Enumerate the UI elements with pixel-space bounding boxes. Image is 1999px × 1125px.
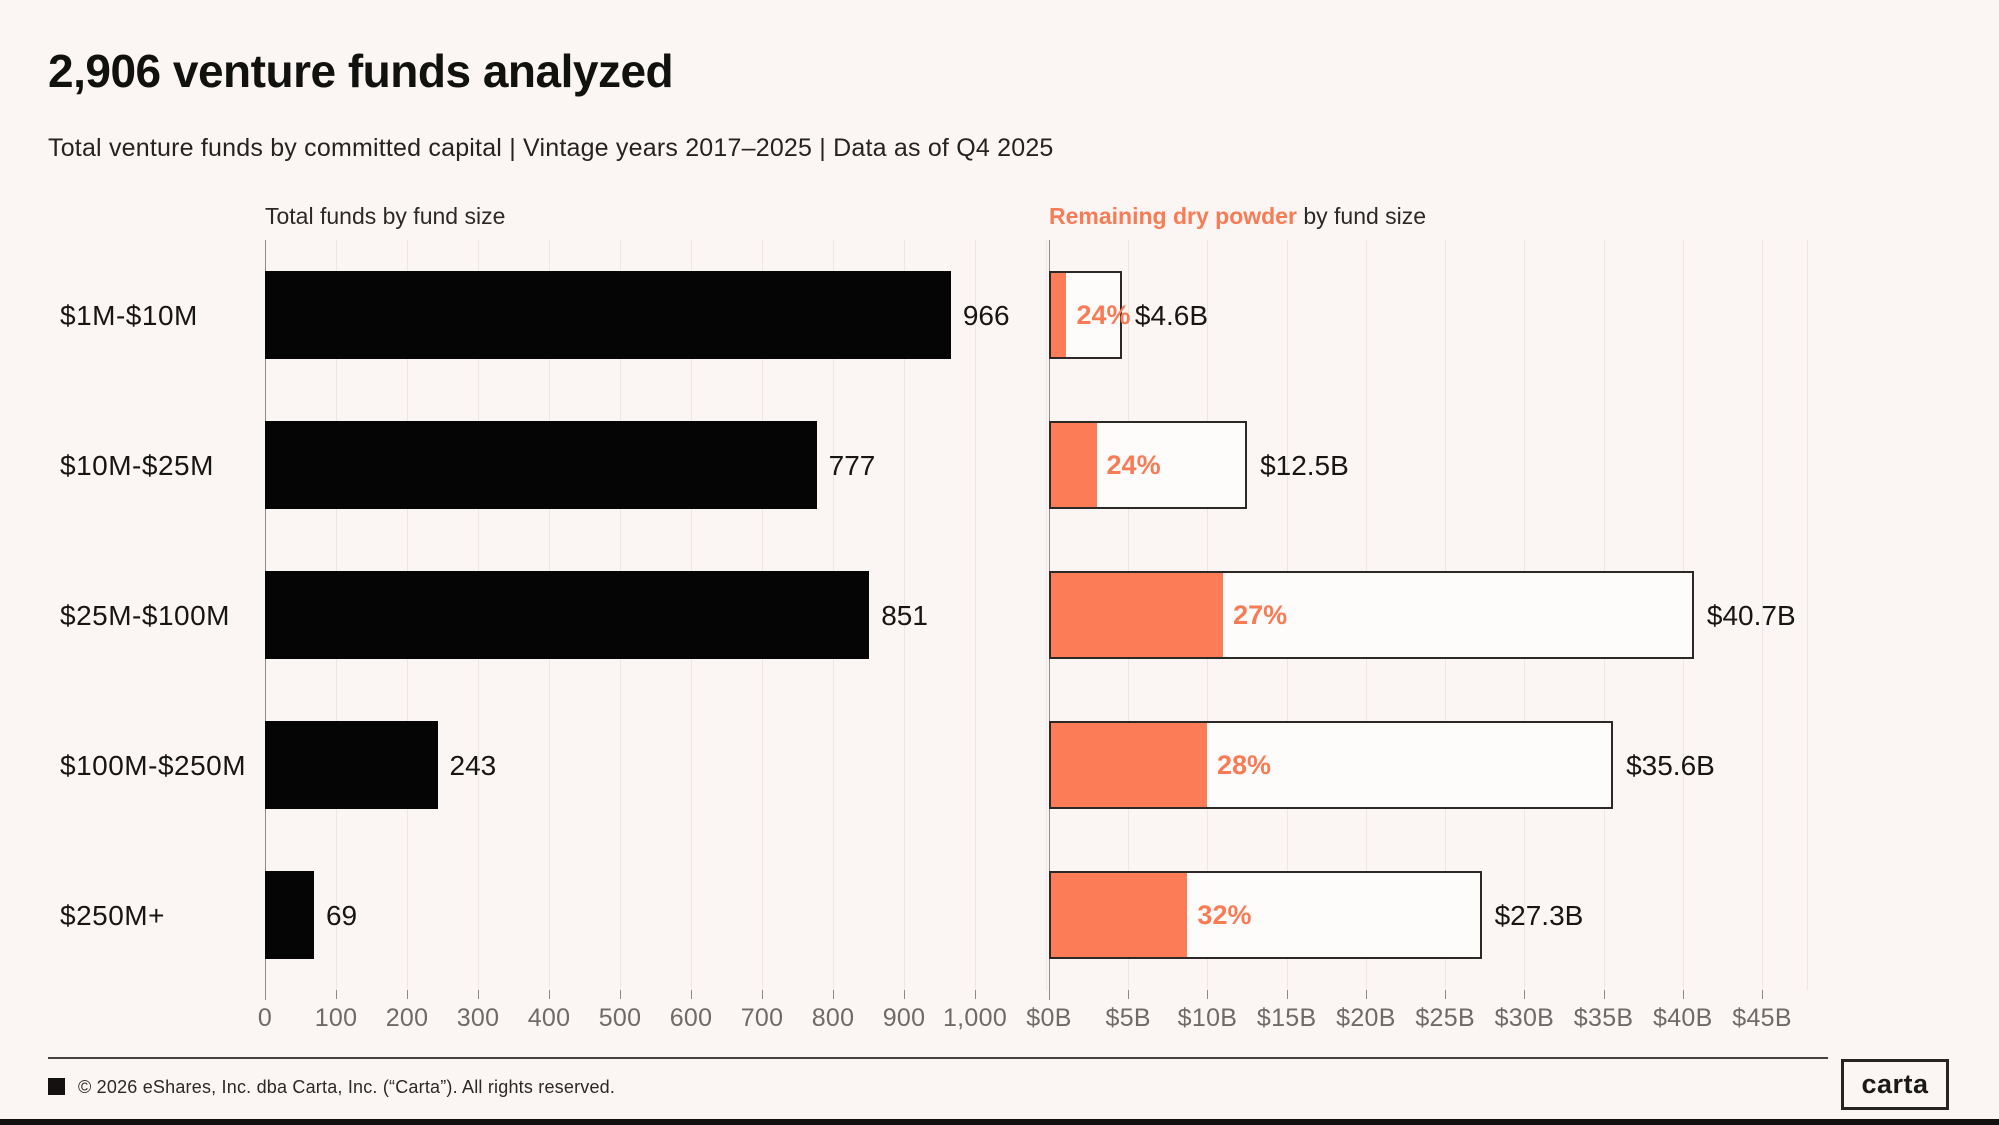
bar-value-label: 243: [449, 750, 497, 781]
page-title: 2,906 venture funds analyzed: [48, 45, 674, 97]
dry-powder-bar: [1049, 571, 1694, 659]
x-axis-tick: [336, 990, 337, 999]
left-chart: 0 100 200 300 400 500 600 700 800 900 1,000 966 777 8…: [258, 240, 1047, 1032]
category-label: $1M-$10M: [60, 300, 198, 331]
dry-powder-value-label: $27.3B: [1494, 900, 1584, 931]
x-axis-tick-label: 0: [257, 1004, 273, 1032]
footer-divider: [48, 1057, 1828, 1059]
dry-powder-pct-label: 24%: [1106, 450, 1161, 480]
dry-powder-bar: [1049, 871, 1482, 959]
dry-powder-bar: [1049, 421, 1248, 509]
dry-powder-value-label: $35.6B: [1626, 750, 1715, 781]
x-axis-tick-label: 300: [456, 1004, 500, 1032]
x-axis-tick: [762, 990, 763, 999]
total-funds-bar: [265, 721, 438, 809]
gridline: [1807, 240, 1808, 990]
x-axis-tick-label: 600: [669, 1004, 713, 1032]
x-axis-tick-label: $25B: [1415, 1004, 1475, 1032]
right-chart-title-rest: by fund size: [1296, 203, 1427, 229]
total-funds-bar: [265, 271, 951, 359]
x-axis-tick-label: 1,000: [942, 1004, 1008, 1032]
gridline: [1046, 240, 1047, 990]
x-axis-tick-label: 700: [740, 1004, 784, 1032]
x-axis-tick-label: $45B: [1732, 1004, 1792, 1032]
x-axis-tick: [975, 990, 976, 999]
right-chart: $0B $5B $10B $15B $20B $25B $30B $35B $40B $45B 24…: [1026, 240, 1808, 1032]
x-axis-tick-label: $40B: [1653, 1004, 1713, 1032]
x-axis-tick-label: $35B: [1573, 1004, 1634, 1032]
category-label: $250M+: [60, 900, 165, 931]
x-axis-tick-label: 100: [314, 1004, 358, 1032]
x-axis-tick: [904, 990, 905, 999]
x-axis-tick-label: 800: [811, 1004, 855, 1032]
total-funds-bar: [265, 571, 870, 659]
category-label: $100M-$250M: [60, 750, 247, 781]
x-axis-tick-label: $15B: [1256, 1004, 1317, 1032]
x-axis-tick-label: 400: [527, 1004, 571, 1032]
right-chart-title-highlight: Remaining dry powder: [1049, 203, 1297, 229]
dry-powder-pct-label: 32%: [1197, 900, 1252, 930]
footer-square-mark-icon: [48, 1078, 65, 1095]
dry-powder-bar: [1049, 721, 1614, 809]
x-axis-tick-label: 900: [882, 1004, 926, 1032]
category-label: $10M-$25M: [60, 450, 214, 481]
dry-powder-fill: [1051, 423, 1097, 507]
gridline: [975, 240, 976, 990]
dry-powder-fill: [1051, 573, 1224, 657]
x-axis-tick: [833, 990, 834, 999]
x-axis-tick: [407, 990, 408, 999]
x-axis-tick: [1049, 990, 1050, 999]
right-chart-title: Remaining dry powder by fund size: [1049, 203, 1426, 230]
dry-powder-pct-label: 28%: [1216, 750, 1271, 780]
carta-logo-text: carta: [1861, 1069, 1929, 1099]
bar-value-label: 777: [828, 450, 876, 481]
bar-value-label: 69: [325, 900, 358, 931]
dry-powder-pct-label: 24%: [1076, 300, 1131, 330]
x-axis-tick: [1365, 990, 1367, 999]
footer-copyright: © 2026 eShares, Inc. dba Carta, Inc. (“C…: [78, 1077, 616, 1097]
category-label: $25M-$100M: [60, 600, 230, 631]
dry-powder-pct-label: 27%: [1233, 600, 1288, 630]
x-axis-tick: [1762, 990, 1764, 999]
x-axis-tick-label: $5B: [1105, 1004, 1151, 1032]
dry-powder-bar: [1049, 271, 1122, 359]
bar-value-label: 966: [962, 300, 1010, 331]
x-axis-tick: [1207, 990, 1209, 999]
x-axis-tick: [1128, 990, 1130, 999]
dry-powder-fill: [1051, 873, 1188, 957]
x-axis-tick-label: 500: [598, 1004, 642, 1032]
x-axis-tick: [691, 990, 692, 999]
carta-logo: carta: [1841, 1059, 1949, 1110]
total-funds-bar: [265, 871, 314, 959]
dry-powder-value-label: $12.5B: [1260, 450, 1349, 481]
x-axis-tick: [1445, 990, 1447, 999]
bar-value-label: 851: [881, 600, 928, 631]
x-axis-tick: [620, 990, 621, 999]
x-axis-tick-label: $10B: [1177, 1004, 1238, 1032]
x-axis-tick-label: $20B: [1336, 1004, 1396, 1032]
total-funds-bar: [265, 421, 817, 509]
x-axis-tick-label: 200: [385, 1004, 429, 1032]
gridline: [1762, 240, 1764, 990]
x-axis-tick: [549, 990, 550, 999]
bottom-strip: [0, 1119, 1999, 1125]
page-subtitle: Total venture funds by committed capital…: [48, 134, 1054, 162]
x-axis-tick-label: $30B: [1494, 1004, 1555, 1032]
x-axis-tick: [1682, 990, 1684, 999]
x-axis-tick-label: $0B: [1026, 1004, 1072, 1032]
x-axis-tick: [265, 990, 266, 999]
dry-powder-value-label: $4.6B: [1134, 300, 1209, 331]
dry-powder-value-label: $40.7B: [1706, 600, 1796, 631]
gridline: [904, 240, 905, 990]
x-axis-tick: [1286, 990, 1288, 999]
left-chart-title-text: Total funds by fund size: [265, 203, 506, 229]
dry-powder-fill: [1051, 723, 1207, 807]
x-axis-tick: [1524, 990, 1526, 999]
left-chart-title: Total funds by fund size: [265, 203, 505, 230]
x-axis-tick: [478, 990, 479, 999]
x-axis-tick: [1603, 990, 1605, 999]
dry-powder-fill: [1051, 273, 1067, 357]
